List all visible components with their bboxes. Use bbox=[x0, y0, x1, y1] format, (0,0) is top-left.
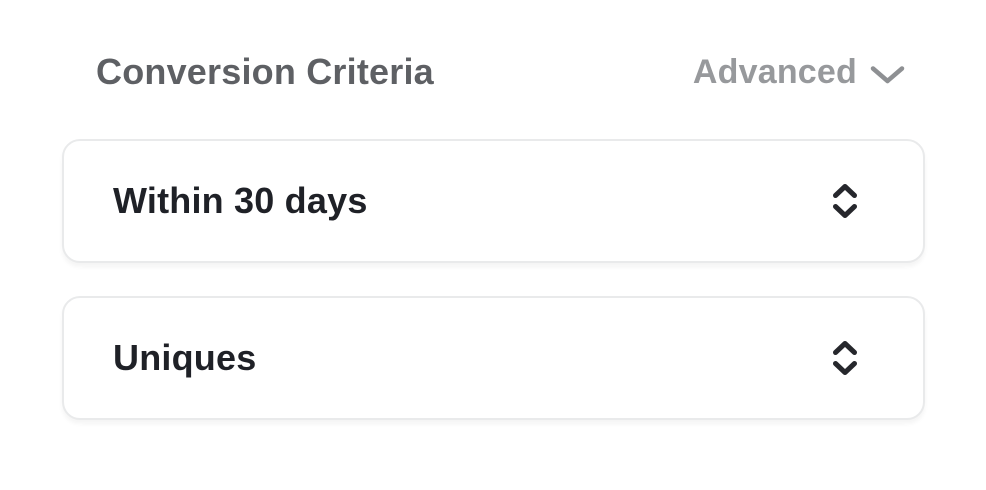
advanced-toggle-label: Advanced bbox=[692, 52, 857, 91]
chevron-down-icon bbox=[870, 66, 905, 84]
advanced-toggle-button[interactable]: Advanced bbox=[693, 53, 905, 92]
conversion-window-value: Within 30 days bbox=[113, 180, 368, 221]
conversion-window-select[interactable]: Within 30 days bbox=[62, 139, 925, 263]
unfold-more-icon bbox=[833, 184, 857, 218]
page-title: Conversion Criteria bbox=[96, 51, 434, 92]
conversion-count-value: Uniques bbox=[113, 337, 257, 378]
unfold-more-icon bbox=[833, 341, 857, 375]
conversion-count-select[interactable]: Uniques bbox=[62, 296, 925, 420]
panel-header: Conversion Criteria Advanced bbox=[96, 48, 905, 96]
